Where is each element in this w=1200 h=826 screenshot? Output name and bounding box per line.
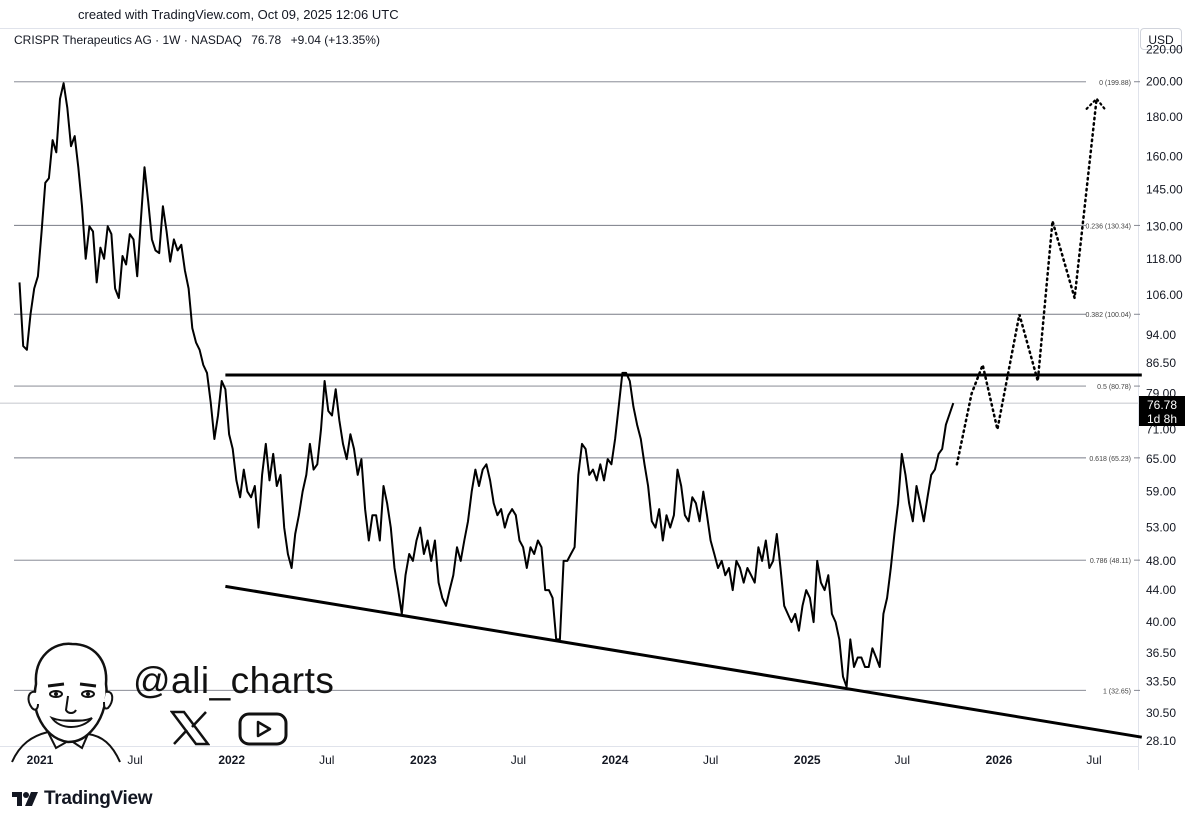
price-axis-border	[1138, 28, 1139, 770]
fib-level-label: 0.786 (48.11)	[1090, 558, 1131, 565]
bar-countdown: 1d 8h	[1146, 412, 1178, 426]
y-tick-label: 160.00	[1146, 150, 1183, 164]
x-tick-label: 2022	[218, 753, 245, 767]
x-tick-label: 2023	[410, 753, 437, 767]
x-tick-label: Jul	[127, 753, 142, 767]
y-tick-label: 118.00	[1146, 252, 1182, 266]
y-tick-label: 48.00	[1146, 554, 1176, 568]
last-price-tag: 76.78 1d 8h	[1139, 396, 1185, 426]
y-tick-label: 86.50	[1146, 356, 1176, 370]
x-tick-label: 2021	[27, 753, 54, 767]
chart-top-border	[0, 28, 1138, 29]
y-tick-label: 30.50	[1146, 706, 1176, 720]
x-logo-icon	[170, 710, 210, 746]
ali-charts-avatar-icon	[11, 642, 121, 763]
currency-button[interactable]: USD	[1140, 28, 1182, 50]
x-tick-label: Jul	[1086, 753, 1101, 767]
projection-path	[955, 97, 1098, 466]
price-change: +9.04 (+13.35%)	[290, 33, 380, 47]
y-tick-label: 44.00	[1146, 583, 1176, 597]
youtube-logo-icon	[238, 712, 288, 746]
x-tick-label: 2025	[794, 753, 821, 767]
support-trendline	[225, 584, 1143, 739]
tradingview-logo: TradingView	[12, 788, 153, 810]
y-tick-label: 36.50	[1146, 646, 1176, 660]
y-tick-label: 145.00	[1146, 183, 1183, 197]
fib-level-label: 0 (199.88)	[1099, 80, 1131, 87]
created-with-text: created with TradingView.com, Oct 09, 20…	[78, 7, 399, 22]
fib-level-label: 0.5 (80.78)	[1097, 384, 1131, 391]
y-tick-label: 106.00	[1146, 288, 1183, 302]
y-tick-label: 59.00	[1146, 485, 1176, 499]
fib-level-label: 0.382 (100.04)	[1085, 312, 1131, 319]
y-tick-label: 40.00	[1146, 615, 1176, 629]
tradingview-logo-icon	[12, 792, 38, 806]
projection-arrowhead	[1085, 97, 1106, 110]
symbol-header: CRISPR Therapeutics AG · 1W · NASDAQ 76.…	[14, 33, 386, 47]
y-tick-label: 200.00	[1146, 75, 1183, 89]
x-tick-label: Jul	[895, 753, 910, 767]
last-price-tag-value: 76.78	[1146, 398, 1178, 412]
y-tick-label: 220.00	[1146, 43, 1183, 57]
x-tick-label: 2024	[602, 753, 629, 767]
y-tick-label: 180.00	[1146, 110, 1183, 124]
y-tick-label: 33.50	[1146, 675, 1176, 689]
fib-level-label: 0.236 (130.34)	[1085, 223, 1131, 230]
fib-level-label: 1 (32.65)	[1103, 688, 1131, 695]
time-axis-border	[0, 746, 1138, 747]
x-tick-label: Jul	[703, 753, 718, 767]
fib-level-label: 0.618 (65.23)	[1089, 456, 1131, 463]
y-tick-label: 28.10	[1146, 734, 1176, 748]
watermark-handle: @ali_charts	[133, 660, 335, 701]
x-tick-label: Jul	[319, 753, 334, 767]
x-tick-label: Jul	[511, 753, 526, 767]
tradingview-wordmark: TradingView	[44, 788, 153, 809]
last-price: 76.78	[251, 33, 282, 47]
y-tick-label: 65.00	[1146, 452, 1176, 466]
x-tick-label: 2026	[986, 753, 1013, 767]
y-tick-label: 130.00	[1146, 219, 1183, 233]
y-tick-label: 94.00	[1146, 328, 1176, 342]
y-tick-label: 53.00	[1146, 521, 1176, 535]
price-series-line	[18, 82, 955, 688]
symbol-name: CRISPR Therapeutics AG · 1W · NASDAQ	[14, 33, 242, 47]
